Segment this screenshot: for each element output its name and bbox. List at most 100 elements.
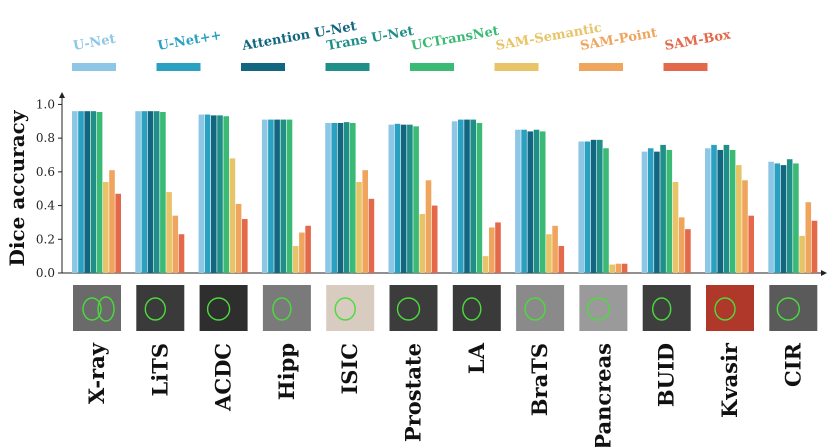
bar-isic-u-net [325,122,331,273]
bar-prostate-trans-u-net [407,124,413,274]
bar-prostate-u-net [394,123,401,273]
thumbnail-image [389,285,438,331]
bar-la-uctransnet [476,122,483,273]
thumbnail-brats [516,285,565,331]
segmentation-contour [776,297,800,321]
bar-hipp-trans-u-net [280,119,287,273]
bar-buid-sam-point [678,217,685,273]
legend-swatch [156,63,201,71]
category-label-buid: BUID [654,343,679,407]
thumbnail-acdc [199,285,248,331]
bar-cir-uctransnet [793,163,799,273]
segmentation-contour [462,297,482,321]
category-label-pancreas: Pancreas [590,343,615,447]
segmentation-contour [396,297,421,321]
bar-cir-u-net [768,161,774,273]
bar-cir-u-net [774,163,781,273]
thumbnail-image [326,285,375,331]
bar-hipp-u-net [261,119,268,273]
category-label-isic: ISIC [337,343,362,395]
bar-lits-sam-box [178,234,185,273]
bar-kvasir-sam-semantic [736,165,742,273]
bar-isic-sam-box [368,198,375,273]
bar-pancreas-trans-u-net [597,139,603,273]
bar-x-ray-trans-u-net [90,111,97,274]
thumbnail-isic [326,285,375,331]
bar-brats-attention-u-net [527,131,534,273]
bar-kvasir-u-net [711,144,717,273]
bar-x-ray-u-net [78,111,84,274]
segmentation-contour [206,297,231,321]
bar-isic-sam-point [362,170,368,273]
category-label-lits: LiTS [147,343,172,397]
y-tick-label: 0.2 [36,232,55,246]
bar-prostate-attention-u-net [400,124,407,274]
bar-isic-u-net [331,122,337,273]
bar-cir-sam-box [811,220,818,273]
bar-isic-uctransnet [350,122,356,273]
legend-label-u-net: U-Net [72,32,117,54]
thumbnail-la [452,285,501,331]
thumbnail-image [516,285,565,331]
bar-pancreas-sam-box [621,263,628,273]
bar-cir-attention-u-net [780,165,787,273]
bar-x-ray-sam-box [115,193,121,273]
segmentation-contour [652,297,672,321]
bar-acdc-trans-u-net [217,115,223,273]
bar-buid-uctransnet [666,149,673,273]
bar-pancreas-sam-point [615,263,622,273]
legend-swatch [325,63,370,71]
category-label-cir: CIR [780,342,805,387]
bar-la-u-net [451,121,458,274]
legend-label-u-net: U-Net++ [157,28,223,54]
legend-swatch [72,63,116,71]
thumbnail-buid [642,285,691,331]
bar-la-sam-point [489,227,495,273]
bar-prostate-sam-point [425,180,432,273]
bar-x-ray-uctransnet [96,112,103,273]
thumbnail-x-ray [73,285,121,331]
bar-prostate-sam-box [431,205,438,273]
bar-prostate-sam-semantic [419,214,426,273]
segmentation-contour [272,297,292,321]
thumbnail-hipp [262,285,311,331]
y-tick-label: 0.0 [36,266,55,280]
segmentation-contour [524,297,546,321]
bar-hipp-attention-u-net [274,119,280,273]
category-label-x-ray: X-ray [84,342,109,404]
thumbnail-image [769,285,818,331]
legend-label-sam-box: SAM-Box [664,28,733,54]
legend-swatch [410,63,454,71]
bar-brats-u-net [515,129,521,273]
bar-lits-sam-point [172,215,179,273]
category-label-kvasir: Kvasir [717,342,742,418]
y-axis-label: Dice accuracy [5,109,29,266]
segmentation-contour [144,297,167,321]
thumbnail-prostate [389,285,438,331]
bar-lits-u-net [135,111,141,274]
segmentation-contour [586,297,611,321]
bar-lits-trans-u-net [153,111,160,274]
bar-prostate-u-net [388,124,395,274]
legend-swatch [663,63,708,71]
thumbnail-lits [136,285,185,331]
legend-label-uctransnet: UCTransNet [410,24,500,54]
thumbnail-image [642,285,691,331]
category-label-acdc: ACDC [211,343,236,412]
thumbnail-cir [769,285,818,331]
bar-isic-trans-u-net [343,122,350,273]
bar-buid-trans-u-net [660,144,666,273]
segmentation-contour [97,296,115,322]
bar-isic-sam-semantic [356,181,362,273]
bar-acdc-u-net [198,114,205,274]
bar-acdc-sam-box [242,219,248,273]
bar-la-u-net [458,119,464,273]
bar-buid-u-net [647,148,654,273]
y-tick-label: 0.6 [36,165,55,179]
bar-acdc-u-net [204,114,211,274]
bar-buid-attention-u-net [654,151,660,273]
category-label-la: LA [464,342,489,374]
bar-kvasir-sam-box [748,215,754,273]
category-label-hipp: Hipp [274,343,299,400]
bar-x-ray-sam-point [109,170,115,273]
